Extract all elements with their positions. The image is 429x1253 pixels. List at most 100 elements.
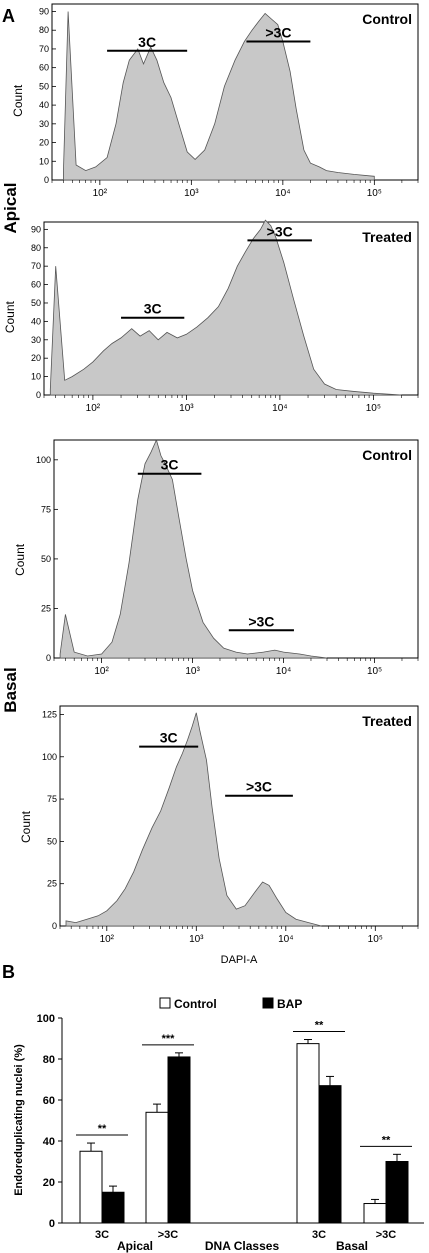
bar-control: [296, 1043, 320, 1224]
y-axis-label: Count: [19, 810, 33, 843]
y-tick-label: 0: [52, 921, 57, 931]
legend-swatch-control: [159, 997, 171, 1009]
histogram-frame: [53, 439, 419, 659]
y-tick-label: 25: [47, 879, 57, 889]
gate-label: 3C: [160, 730, 178, 746]
x-tick-label: 10⁴: [272, 403, 287, 414]
bar-category-label: >3C: [158, 1229, 179, 1241]
x-tick-label: 10⁵: [366, 403, 381, 414]
bar-category-label: 3C: [95, 1229, 109, 1241]
x-axis-label: DAPI-A: [221, 954, 258, 966]
y-tick-label: 30: [31, 335, 41, 345]
panel-title: Treated: [362, 713, 412, 729]
y-tick-label: 60: [31, 280, 41, 290]
bar-bap: [167, 1056, 191, 1224]
legend-label-control: Control: [174, 997, 217, 1011]
bar-y-tick-label: 0: [49, 1218, 55, 1230]
y-tick-label: 30: [39, 119, 49, 129]
x-tick-label: 10²: [100, 934, 115, 945]
legend-label-bap: BAP: [277, 997, 302, 1011]
y-tick-label: 20: [39, 138, 49, 148]
panel-b-label: B: [2, 962, 15, 982]
y-tick-label: 10: [39, 156, 49, 166]
x-tick-label: 10⁴: [276, 666, 291, 677]
y-tick-label: 90: [31, 224, 41, 234]
y-tick-label: 80: [31, 243, 41, 253]
x-tick-label: 10³: [185, 666, 200, 677]
gate-label: 3C: [161, 457, 179, 473]
y-tick-label: 125: [42, 709, 57, 719]
gate-label: >3C: [246, 779, 272, 795]
bar-bap: [385, 1161, 409, 1224]
x-tick-label: 10⁴: [278, 934, 293, 945]
histogram-area: [65, 712, 322, 927]
bar-y-tick-label: 100: [37, 1013, 55, 1025]
y-tick-label: 75: [41, 504, 51, 514]
y-tick-label: 50: [31, 298, 41, 308]
panel-title: Control: [362, 11, 412, 27]
bar-control: [145, 1111, 169, 1224]
y-axis-label: Count: [13, 543, 27, 576]
y-tick-label: 80: [39, 25, 49, 35]
bar-y-axis-label: Endoreduplicating nuclei (%): [13, 1044, 25, 1196]
y-tick-label: 20: [31, 353, 41, 363]
gate-label: >3C: [265, 24, 291, 40]
plots-layer: 0 10 20 30 40 50 60 70 80 90 10² 10³ 10⁴ 10⁵ Count Cont…: [3, 3, 424, 1253]
y-axis-label: Count: [3, 300, 17, 333]
significance-marker: ***: [162, 1033, 176, 1045]
y-tick-label: 10: [31, 372, 41, 382]
x-tick-label: 10⁵: [367, 188, 382, 199]
y-tick-label: 50: [41, 554, 51, 564]
significance-marker: **: [98, 1123, 107, 1135]
y-tick-label: 0: [46, 653, 51, 663]
apical-group-label: Apical: [1, 182, 20, 233]
x-tick-label: 10³: [184, 188, 199, 199]
significance-marker: **: [382, 1134, 391, 1146]
y-tick-label: 50: [39, 81, 49, 91]
y-tick-label: 50: [47, 836, 57, 846]
bar-x-axis-label: DNA Classes: [205, 1239, 280, 1253]
y-tick-label: 70: [31, 261, 41, 271]
gate-label: 3C: [138, 34, 156, 50]
y-tick-label: 90: [39, 6, 49, 16]
panel-title: Control: [362, 447, 412, 463]
y-tick-label: 75: [47, 794, 57, 804]
y-tick-label: 0: [44, 175, 49, 185]
legend-swatch-bap: [262, 997, 274, 1009]
histogram-frame: [59, 705, 419, 927]
gate-label: 3C: [144, 301, 162, 317]
gate-label: >3C: [267, 223, 293, 239]
bar-bap: [101, 1191, 125, 1224]
bar-bap: [318, 1085, 342, 1224]
y-axis-label: Count: [11, 84, 25, 117]
bar-group-label: Apical: [117, 1239, 153, 1253]
y-tick-label: 100: [42, 752, 57, 762]
bar-y-tick-label: 20: [43, 1177, 55, 1189]
y-tick-label: 40: [31, 316, 41, 326]
significance-marker: **: [315, 1020, 324, 1032]
bar-category-label: >3C: [376, 1229, 397, 1241]
x-tick-label: 10⁵: [367, 666, 382, 677]
basal-group-label: Basal: [1, 667, 20, 712]
x-tick-label: 10⁵: [368, 934, 383, 945]
y-tick-label: 100: [36, 455, 51, 465]
y-tick-label: 0: [36, 390, 41, 400]
x-tick-label: 10²: [93, 188, 108, 199]
x-tick-label: 10⁴: [275, 188, 290, 199]
panel-a-label: A: [2, 6, 15, 26]
histogram-area: [59, 438, 328, 659]
x-tick-label: 10²: [94, 666, 109, 677]
panel-title: Treated: [362, 229, 412, 245]
bar-y-tick-label: 60: [43, 1095, 55, 1107]
y-tick-label: 25: [41, 603, 51, 613]
y-tick-label: 70: [39, 44, 49, 54]
histogram-area: [49, 219, 402, 396]
bar-control: [79, 1150, 103, 1224]
histogram-area: [63, 11, 375, 181]
x-tick-label: 10³: [189, 934, 204, 945]
bar-group-label: Basal: [336, 1239, 368, 1253]
x-tick-label: 10³: [179, 403, 194, 414]
y-tick-label: 40: [39, 100, 49, 110]
bar-y-tick-label: 40: [43, 1136, 55, 1148]
